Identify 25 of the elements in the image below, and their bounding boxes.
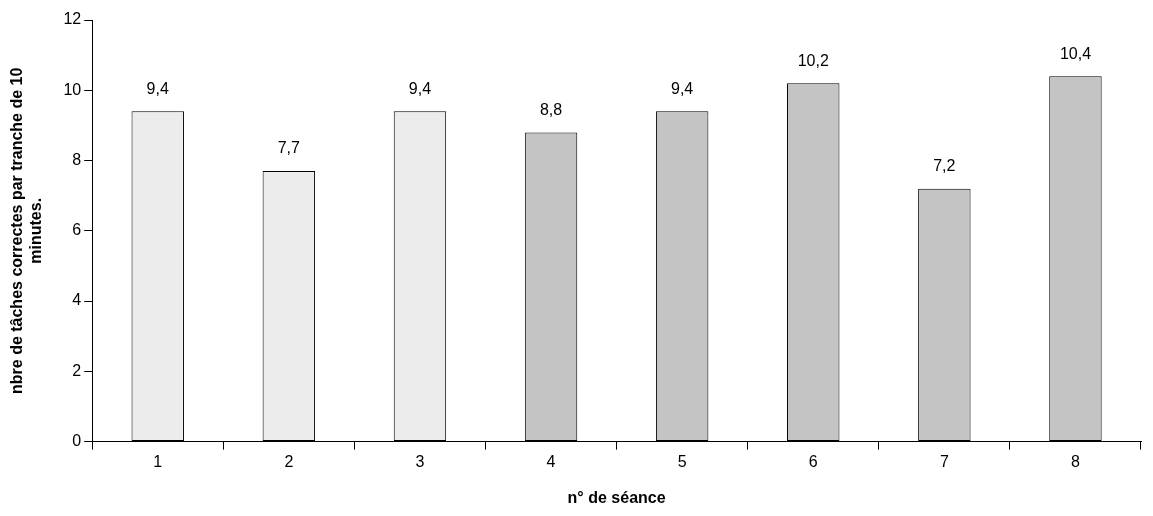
data-label: 7,7 [277,139,301,157]
x-axis-title: n° de séance [567,488,666,506]
y-tick-label: 2 [72,361,82,379]
data-label: 8,8 [539,100,563,118]
y-tick-label: 4 [72,291,82,309]
data-label: 9,4 [408,79,432,97]
data-label: 10,4 [1059,44,1092,62]
x-tick-label: 8 [1071,452,1080,470]
x-tick-label: 4 [546,452,556,470]
x-tick-label: 5 [677,452,687,470]
x-tick-label: 3 [415,452,425,470]
data-label: 9,4 [671,79,694,97]
y-tick-label: 10 [63,80,82,98]
data-label: 9,4 [146,79,169,97]
x-tick-label: 6 [808,452,818,470]
data-label: 10,2 [797,51,829,69]
x-tick-label: 7 [939,452,949,470]
y-tick-label: 8 [72,150,82,168]
x-tick-label: 1 [153,452,163,470]
y-tick-label: 0 [72,432,82,450]
y-axis-title: nbre de tâches correctes par tranche de 10 minutes. [8,67,45,394]
y-tick-label: 6 [72,221,82,239]
x-tick-label: 2 [284,452,294,470]
data-label: 7,2 [933,157,956,175]
y-tick-label: 12 [63,10,82,28]
